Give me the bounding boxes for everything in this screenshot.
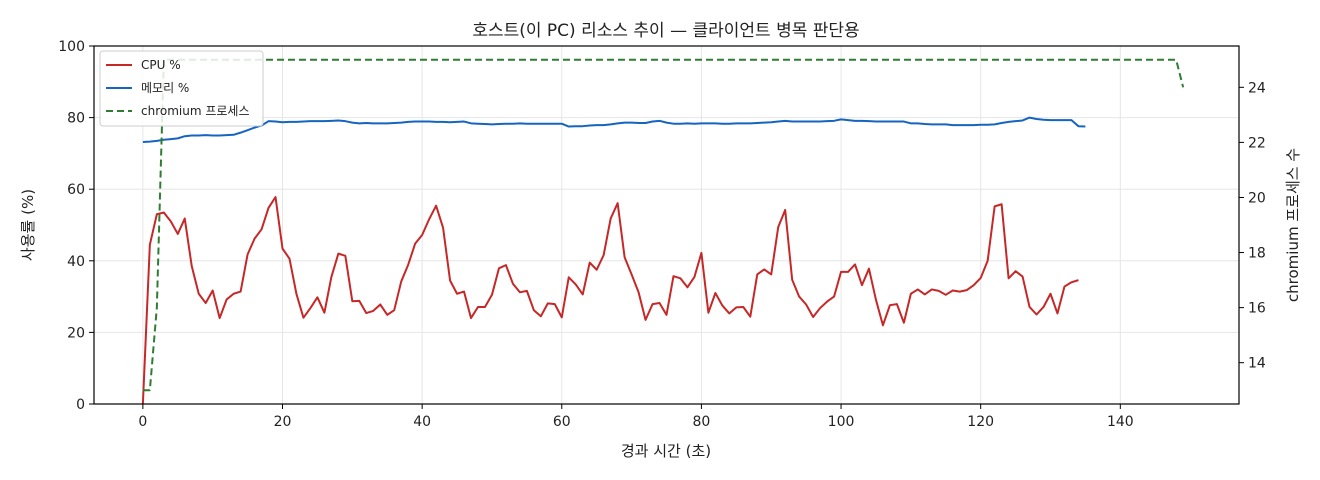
legend: CPU % 메모리 % chromium 프로세스 — [99, 50, 264, 127]
y-tick-label: 100 — [58, 39, 85, 55]
series-line-cpu — [141, 196, 1079, 405]
y2-tick-label: 20 — [1248, 190, 1266, 206]
grid-layer — [94, 45, 1239, 405]
x-tick-label: 80 — [692, 414, 710, 430]
y2-tick-label: 24 — [1248, 80, 1266, 96]
y2-tick-label: 14 — [1248, 356, 1266, 372]
x-tick-label: 60 — [553, 414, 571, 430]
y2-tick-label: 16 — [1248, 301, 1266, 317]
series-line-chromium — [142, 58, 1185, 392]
y-tick-label: 40 — [67, 254, 85, 270]
x-tick-label: 40 — [413, 414, 431, 430]
chart-title: 호스트(이 PC) 리소스 추이 — 클라이언트 병목 판단용 — [472, 21, 859, 41]
x-tick-label: 100 — [828, 414, 855, 430]
legend-label-chromium: chromium 프로세스 — [141, 104, 250, 118]
y2-axis-label: chromium 프로세스 수 — [1284, 148, 1302, 302]
legend-box — [99, 50, 264, 127]
legend-label-memory: 메모리 % — [141, 81, 189, 95]
series-line-memory — [142, 116, 1086, 143]
legend-label-cpu: CPU % — [141, 58, 181, 72]
x-axis-label: 경과 시간 (초) — [621, 442, 711, 460]
plot-frame — [93, 45, 1240, 405]
x-tick-label: 140 — [1107, 414, 1134, 430]
y-tick-label: 0 — [76, 397, 85, 413]
y-axis-label: 사용률 (%) — [19, 189, 37, 261]
axis-layer: 0 20 40 60 80 100 120 140 0 20 40 60 80 100 14 16 18 20 22… — [58, 39, 1266, 430]
y-tick-label: 60 — [67, 182, 85, 198]
x-tick-label: 20 — [274, 414, 292, 430]
x-tick-label: 120 — [967, 414, 994, 430]
series-layer — [141, 58, 1185, 405]
y2-tick-label: 18 — [1248, 246, 1266, 262]
x-tick-label: 0 — [138, 414, 147, 430]
y2-tick-label: 22 — [1248, 135, 1266, 151]
y-tick-label: 20 — [67, 325, 85, 341]
y-tick-label: 80 — [67, 111, 85, 127]
